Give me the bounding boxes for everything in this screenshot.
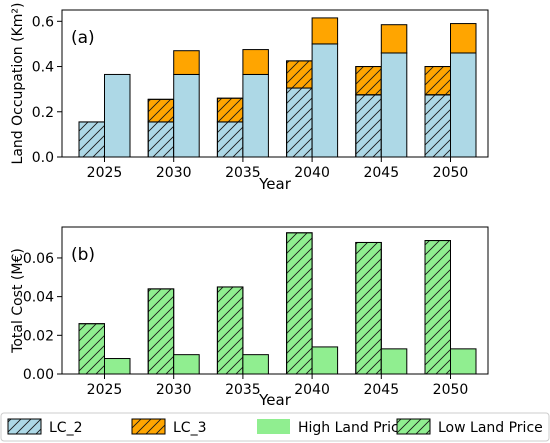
panel-label-b: (b) — [71, 245, 95, 265]
bar-lc2-solid — [450, 52, 477, 158]
bar-lc2-solid — [242, 73, 269, 158]
bar-lc3-solid — [173, 50, 200, 75]
y-tick-label: 0.2 — [32, 105, 54, 121]
y-tick-label: 0.02 — [23, 328, 54, 344]
x-tick-label: 2030 — [156, 165, 192, 181]
legend-label-lc2: LC_2 — [49, 420, 82, 436]
x-ticks-a: 2025 2030 2035 2040 2045 2050 — [87, 157, 469, 181]
bar-lc3-hatched-hatch — [424, 66, 451, 96]
y-tick-label: 0.06 — [23, 251, 54, 267]
x-tick-label: 2040 — [294, 382, 330, 398]
chart-panel-a: 0.0 0.2 0.4 0.6 2025 2030 2035 2040 2045 2050 (a… — [10, 3, 489, 193]
bar-high-land-price — [380, 348, 408, 375]
bar-low-land-price-hatch — [286, 232, 313, 375]
bar-low-land-price-hatch — [216, 286, 244, 375]
x-tick-label: 2040 — [294, 165, 330, 181]
bar-lc2-hatched-hatch — [286, 87, 313, 158]
bar-lc2-hatched-hatch — [78, 121, 105, 158]
bar-lc3-solid — [450, 23, 477, 54]
bar-high-land-price — [242, 354, 269, 375]
y-tick-label: 0.6 — [32, 14, 54, 30]
y-axis-label-a: Land Occupation (Km²) — [10, 3, 26, 165]
y-tick-label: 0.04 — [23, 290, 54, 306]
x-axis-label-a: Year — [258, 175, 292, 193]
legend-label-lc3: LC_3 — [173, 420, 206, 436]
bar-lc3-solid — [380, 24, 408, 54]
bar-high-land-price — [311, 346, 339, 375]
bar-high-land-price — [173, 354, 200, 375]
bar-lc2-hatched-hatch — [216, 121, 244, 158]
bar-lc2-solid — [311, 43, 339, 158]
y-axis-label-b: Total Cost (M€) — [10, 248, 26, 354]
x-tick-label: 2050 — [433, 382, 469, 398]
bar-high-land-price — [450, 348, 477, 375]
x-tick-label: 2030 — [156, 382, 192, 398]
legend-label-high: High Land Price — [298, 420, 407, 436]
bar-low-land-price-hatch — [78, 323, 105, 375]
y-ticks-b: 0.00 0.02 0.04 0.06 — [23, 251, 62, 383]
bar-lc3-hatched-hatch — [286, 60, 313, 89]
x-tick-label: 2035 — [225, 382, 261, 398]
bar-lc3-hatched-hatch — [147, 98, 175, 123]
x-tick-label: 2035 — [225, 165, 261, 181]
y-tick-label: 0.4 — [32, 60, 54, 76]
x-tick-label: 2025 — [87, 165, 123, 181]
bar-lc2-hatched-hatch — [147, 121, 175, 158]
x-tick-label: 2045 — [363, 382, 399, 398]
x-tick-label: 2050 — [433, 165, 469, 181]
bar-lc3-solid — [242, 49, 269, 75]
chart-panel-b: 0.00 0.02 0.04 0.06 2025 2030 2035 2040 2045 205… — [10, 226, 489, 409]
y-tick-label: 0.0 — [32, 150, 54, 166]
bar-lc3-solid — [311, 17, 339, 45]
legend-swatch-high — [257, 419, 290, 434]
bar-high-land-price — [104, 358, 131, 375]
plot-frame-a — [61, 9, 489, 158]
bar-low-land-price-hatch — [147, 288, 175, 375]
legend-swatch-hatch — [396, 418, 431, 435]
plot-frame-b — [61, 226, 489, 375]
panel-label-a: (a) — [71, 28, 95, 48]
bar-lc2-solid — [380, 52, 408, 158]
legend-swatch-hatch — [131, 418, 166, 435]
x-tick-label: 2045 — [363, 165, 399, 181]
legend: LC_2 LC_3 High Land Price Low Land Price — [0, 412, 550, 442]
y-tick-label: 0.00 — [23, 367, 54, 383]
bar-low-land-price-hatch — [424, 240, 451, 375]
bar-low-land-price-hatch — [355, 241, 382, 375]
x-axis-label-b: Year — [258, 391, 292, 409]
bar-lc3-hatched-hatch — [216, 97, 244, 123]
x-tick-label: 2025 — [87, 382, 123, 398]
bar-lc3-hatched-hatch — [355, 66, 382, 96]
bars-panel-a — [78, 17, 477, 158]
bar-lc2-solid — [173, 73, 200, 158]
legend-label-low: Low Land Price — [438, 420, 543, 436]
bars-panel-b — [78, 232, 477, 375]
legend-swatch-hatch — [7, 418, 42, 435]
bar-lc2-hatched-hatch — [424, 94, 451, 158]
bar-lc2-hatched-hatch — [355, 94, 382, 158]
bar-lc2-solid — [104, 73, 131, 158]
x-ticks-b: 2025 2030 2035 2040 2045 2050 — [87, 374, 469, 398]
y-ticks-a: 0.0 0.2 0.4 0.6 — [32, 14, 62, 166]
